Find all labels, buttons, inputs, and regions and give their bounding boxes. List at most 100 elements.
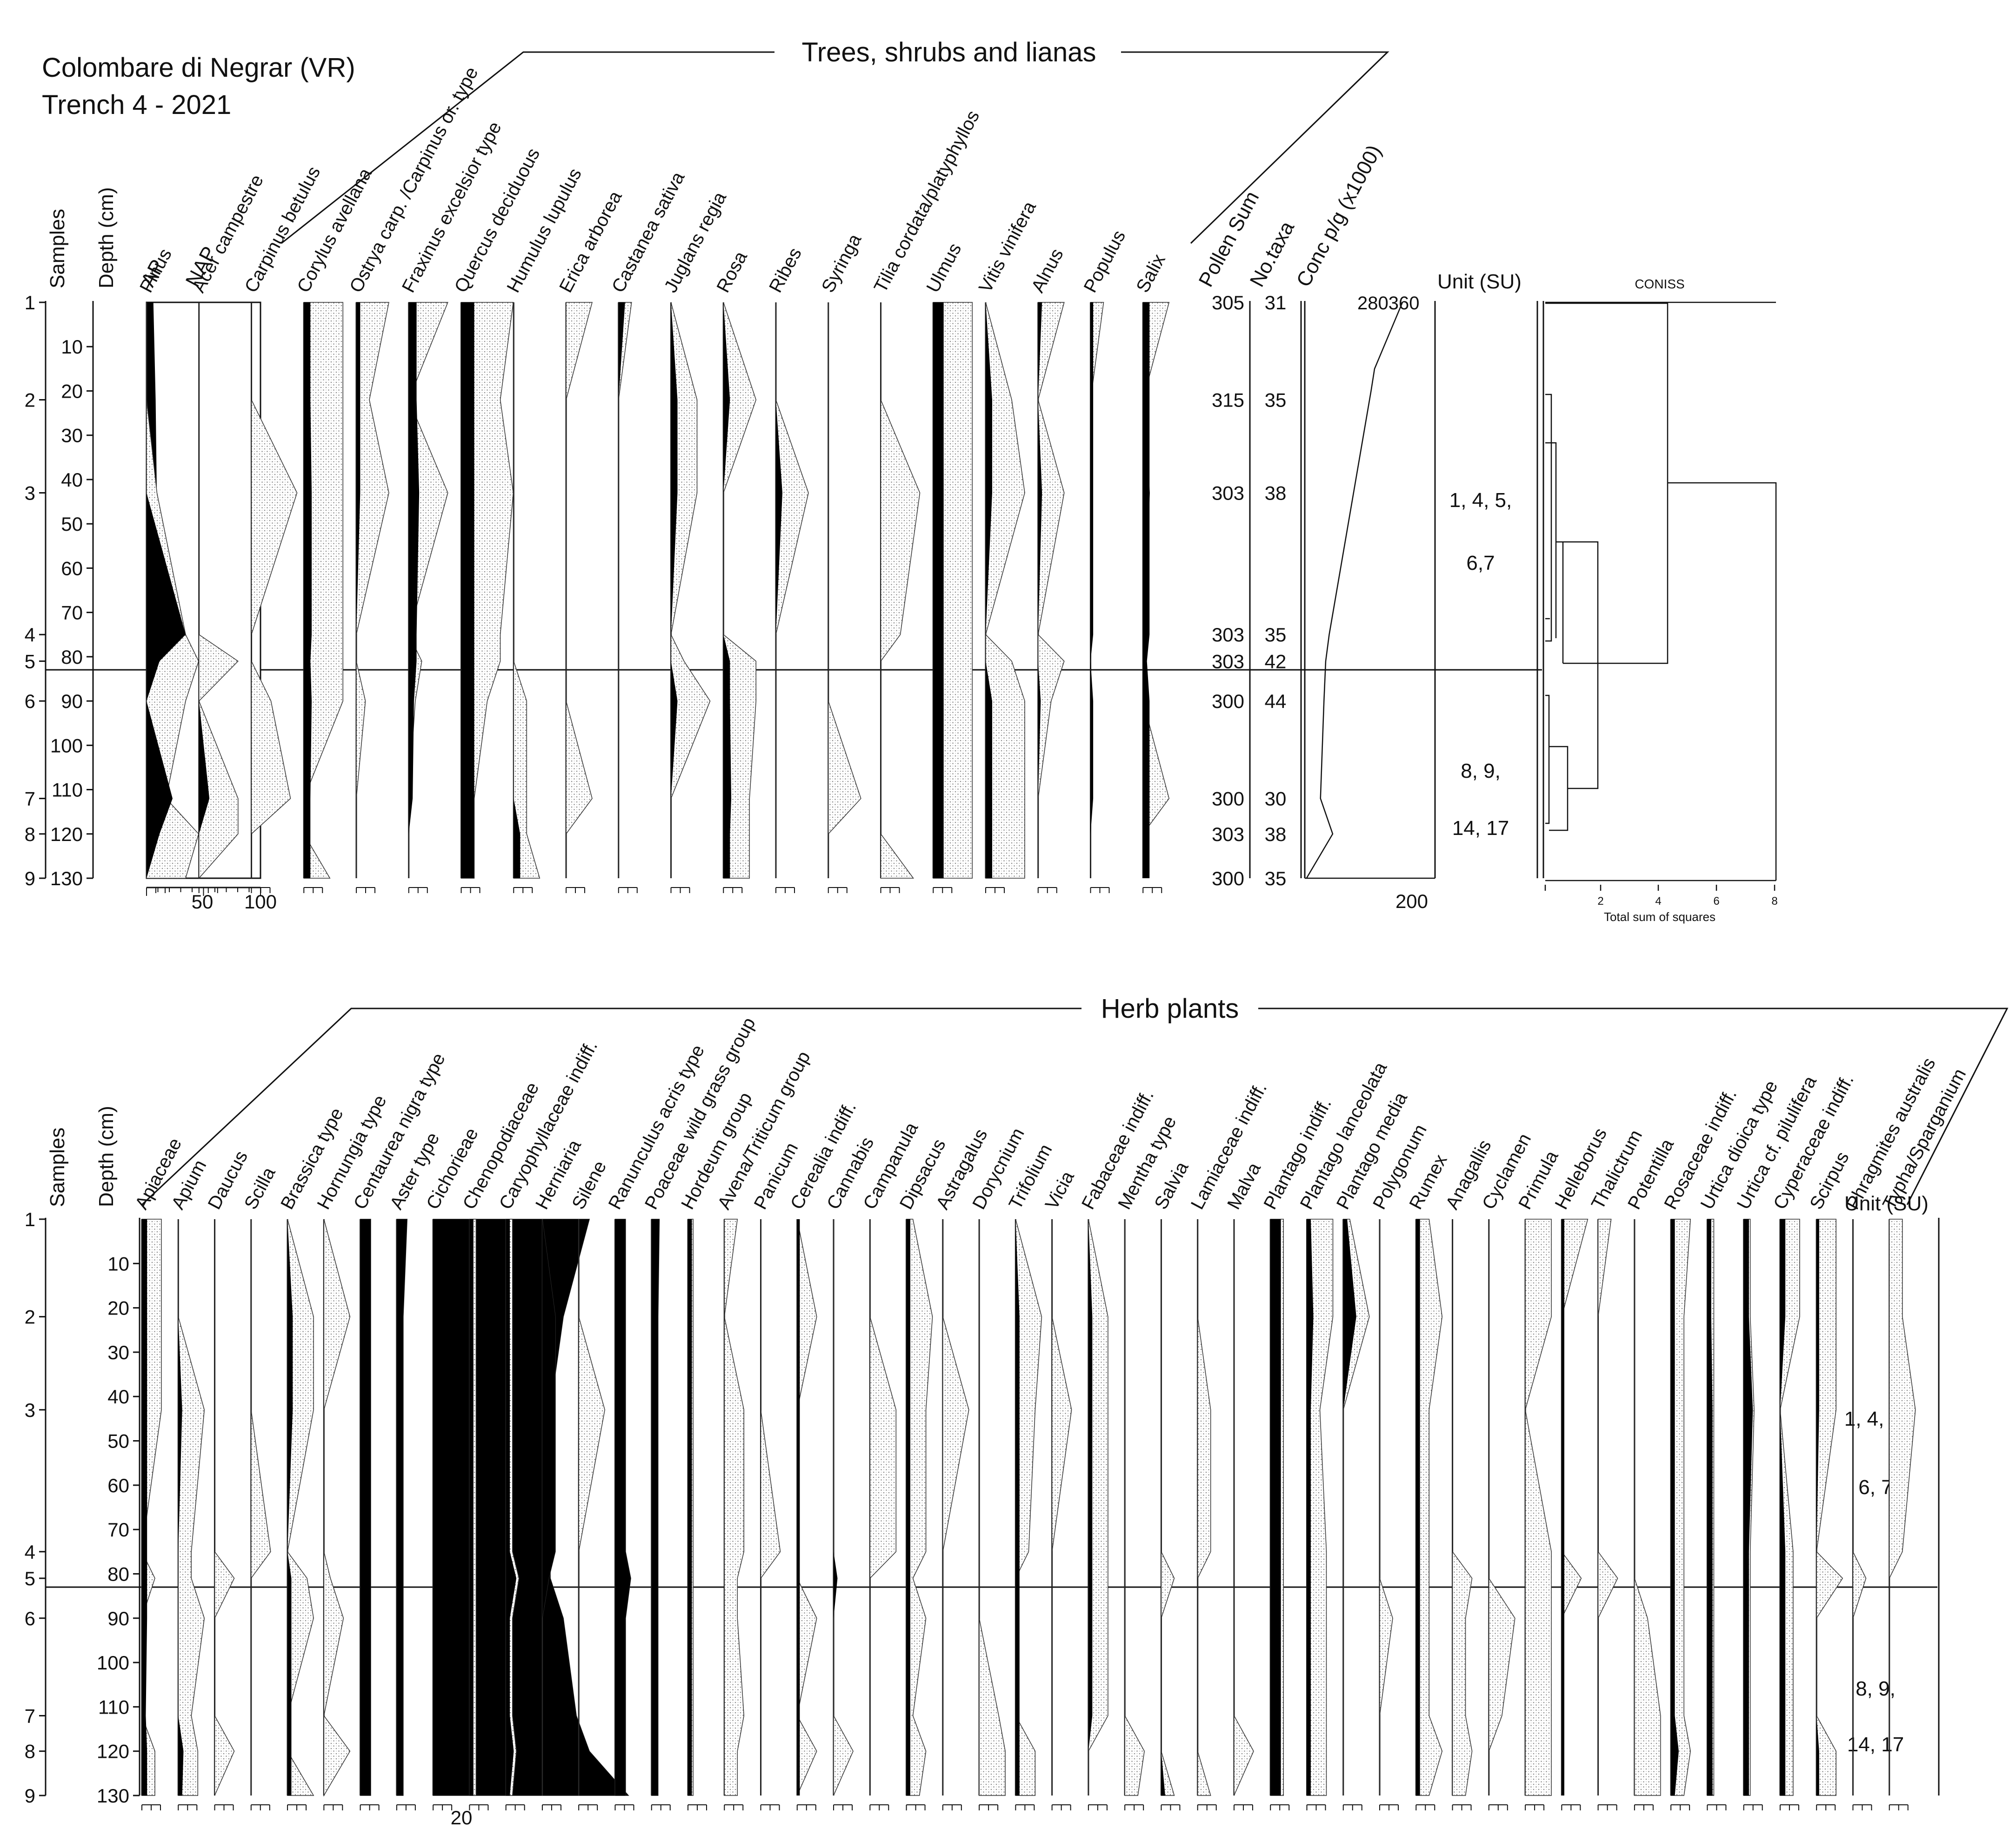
coniss-tick-8: 8	[1771, 895, 1777, 908]
taxon-exaggeration-curve	[513, 302, 541, 879]
sample-label-s1: 2	[25, 389, 35, 411]
taxon-exaggeration-curve	[1234, 1219, 1254, 1796]
herb-scale-label: 20	[451, 1807, 473, 1829]
taxon-exaggeration-curve	[942, 1219, 969, 1796]
taxon-curve	[1143, 302, 1150, 878]
taxon-curve	[615, 1219, 631, 1796]
sample-label-s1: 9	[25, 868, 35, 889]
taxon-exaggeration-curve	[985, 302, 1025, 879]
units-1-lower-a: 8, 9,	[1461, 760, 1501, 782]
depth-tick-label-s2: 70	[107, 1519, 129, 1541]
units-1-upper-a: 1, 4, 5,	[1449, 489, 1512, 512]
depth-tick-label-s1: 70	[61, 602, 83, 624]
taxon-exaggeration-curve	[251, 1219, 271, 1796]
depth-tick-label-s2: 50	[107, 1430, 129, 1452]
taxon-exaggeration-curve	[1889, 1219, 1916, 1796]
taxon-curve	[1743, 1219, 1753, 1796]
taxon-label: Fraxinus excelsior type	[398, 118, 506, 296]
taxon-curve	[178, 1219, 184, 1796]
sample-label-s2: 2	[25, 1306, 35, 1328]
pollen-sum-value: 303	[1212, 650, 1244, 672]
taxon-exaggeration-curve	[578, 1219, 605, 1796]
coniss-xlabel: Total sum of squares	[1604, 910, 1716, 924]
taxon-curve	[1343, 1219, 1356, 1796]
depth-tick-label-s2: 90	[107, 1608, 129, 1629]
taxon-curve	[469, 1219, 474, 1796]
taxon-exaggeration-curve	[251, 302, 298, 878]
no-taxa-value: 35	[1265, 624, 1287, 646]
taxon-curve	[1090, 302, 1094, 878]
taxon-label: Ribes	[765, 244, 806, 296]
section-1-frame	[45, 51, 1544, 878]
depth-tick-label-s1: 10	[61, 336, 83, 358]
sample-label-s2: 9	[25, 1785, 35, 1807]
taxon-curve	[433, 1219, 629, 1796]
conc-first-value: 280360	[1357, 293, 1419, 314]
depth-tick-label-s1: 130	[50, 868, 83, 889]
depth-tick-label-s1: 20	[61, 380, 83, 402]
taxon-exaggeration-curve	[1197, 1219, 1211, 1796]
taxon-exaggeration-curve	[1452, 1219, 1473, 1796]
taxon-exaggeration-curve	[408, 302, 448, 878]
depth-tick-label-s2: 60	[107, 1475, 129, 1496]
taxon-exaggeration-curve	[1037, 302, 1065, 878]
taxon-exaggeration-curve	[1670, 1219, 1691, 1796]
depth-tick-label-s2: 80	[107, 1563, 129, 1585]
conc-curve	[1306, 302, 1403, 879]
taxon-curve	[408, 302, 420, 878]
sample-label-s2: 4	[25, 1541, 35, 1563]
taxon-exaggeration-curve	[1124, 1219, 1145, 1796]
pollen-sum-value: 305	[1212, 292, 1244, 314]
taxon-curve	[542, 1219, 555, 1796]
no-taxa-value: 38	[1265, 482, 1287, 504]
depth-tick-label-s2: 30	[107, 1342, 129, 1363]
depth-tick-label-s2: 20	[107, 1297, 129, 1319]
taxon-exaggeration-curve	[1051, 1219, 1072, 1796]
pollen-sum-value: 315	[1212, 389, 1244, 411]
pollen-sum-value: 303	[1212, 624, 1244, 646]
conc-label: Conc p/g (x1000)	[1292, 141, 1386, 291]
taxon-exaggeration-curve	[723, 302, 757, 879]
sample-label-s2: 8	[25, 1741, 35, 1762]
taxon-curve	[1307, 1219, 1314, 1796]
taxon-exaggeration-curve	[1525, 1219, 1552, 1796]
sample-label-s1: 6	[25, 690, 35, 712]
taxon-label: Scilla	[240, 1164, 280, 1213]
taxon-label: Populus	[1080, 227, 1130, 296]
sample-label-s1: 4	[25, 624, 35, 646]
taxon-exaggeration-curve	[724, 1219, 744, 1796]
sample-label-s2: 1	[25, 1208, 35, 1230]
taxon-curve	[797, 1219, 800, 1796]
taxon-exaggeration-curve	[1379, 1219, 1393, 1796]
taxon-curve	[1015, 1219, 1020, 1796]
taxon-exaggeration-curve	[214, 1219, 235, 1796]
taxon-exaggeration-curve	[880, 302, 921, 879]
pollen-sum-value: 303	[1212, 823, 1244, 845]
depth-tick-label-s1: 30	[61, 425, 83, 447]
taxon-exaggeration-curve	[566, 302, 593, 878]
taxon-curve	[142, 1219, 147, 1796]
depth-tick-label-s2: 120	[97, 1741, 129, 1762]
units-1-upper-b: 6,7	[1466, 552, 1495, 574]
sample-label-s1: 3	[25, 482, 35, 504]
depth-tick-label-s1: 40	[61, 469, 83, 491]
herb-group-label: Herb plants	[1101, 994, 1239, 1024]
taxon-exaggeration-curve	[1597, 1219, 1618, 1796]
no-taxa-value: 44	[1265, 690, 1287, 712]
herb-group-bracket	[141, 1008, 2009, 1206]
depth-tick-label-s1: 110	[52, 779, 83, 801]
taxon-curve	[1816, 1219, 1819, 1796]
taxon-curve	[461, 302, 474, 878]
taxon-curve	[1270, 1219, 1281, 1796]
taxon-curve	[906, 1219, 910, 1796]
sample-label-s2: 5	[25, 1568, 35, 1589]
sample-label-s2: 7	[25, 1705, 35, 1727]
taxon-exaggeration-curve	[796, 1219, 817, 1796]
sample-label-s1: 7	[25, 788, 35, 810]
trees-group-bracket	[281, 51, 1389, 244]
taxon-curve	[356, 302, 360, 878]
taxon-exaggeration-curve	[1415, 1219, 1443, 1796]
depth-tick-label-s1: 80	[61, 646, 83, 668]
taxon-curve	[651, 1219, 660, 1796]
